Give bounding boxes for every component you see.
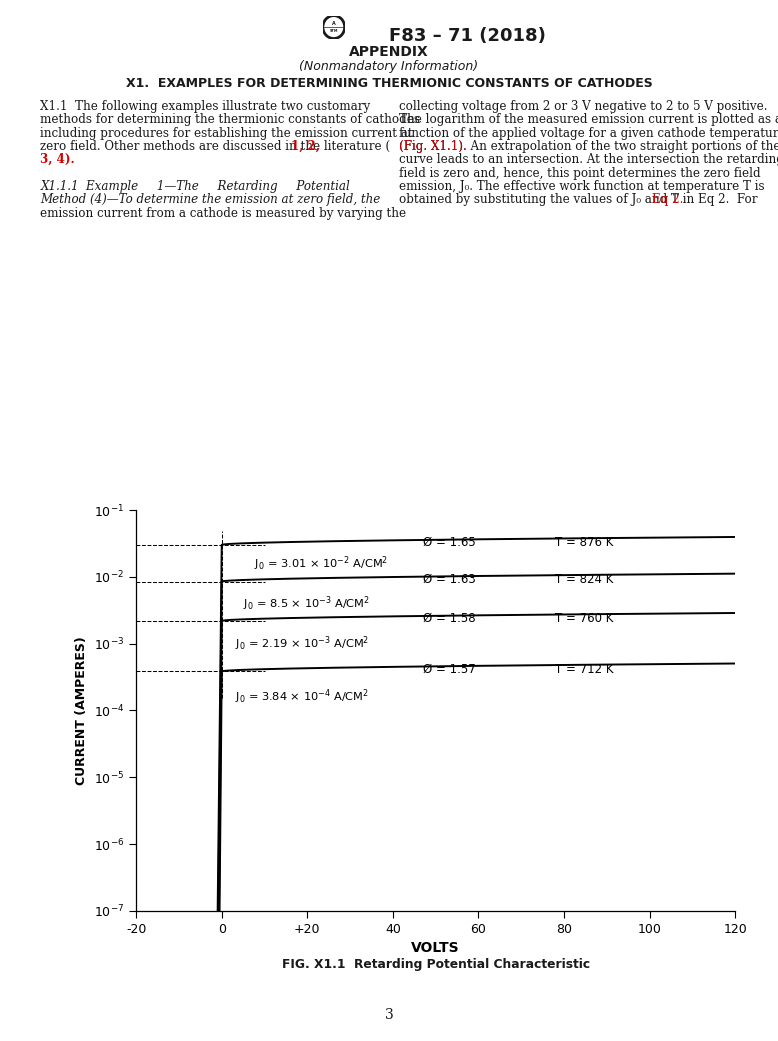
Text: J$_0$ = 3.84 × 10$^{-4}$ A/CM$^2$: J$_0$ = 3.84 × 10$^{-4}$ A/CM$^2$: [234, 687, 369, 706]
Text: FIG. X1.1  Retarding Potential Characteristic: FIG. X1.1 Retarding Potential Characteri…: [282, 958, 590, 970]
Text: X1.1  The following examples illustrate two customary: X1.1 The following examples illustrate t…: [40, 100, 370, 112]
Text: zero field. Other methods are discussed in the literature (: zero field. Other methods are discussed …: [40, 139, 391, 153]
Text: A: A: [332, 21, 335, 26]
Text: F83 – 71 (2018): F83 – 71 (2018): [389, 27, 546, 45]
Text: curve leads to an intersection. At the intersection the retarding: curve leads to an intersection. At the i…: [399, 153, 778, 167]
Text: T = 876 K: T = 876 K: [555, 536, 614, 550]
Text: methods for determining the thermionic constants of cathodes: methods for determining the thermionic c…: [40, 113, 420, 126]
Text: Ø = 1.58: Ø = 1.58: [422, 612, 475, 626]
Text: Eq 2.: Eq 2.: [652, 194, 683, 206]
Text: 3: 3: [384, 1009, 394, 1022]
Text: emission, J₀. The effective work function at temperature T is: emission, J₀. The effective work functio…: [399, 180, 765, 193]
Text: 1, 2,: 1, 2,: [291, 139, 320, 153]
Text: T = 712 K: T = 712 K: [555, 663, 614, 676]
Text: function of the applied voltage for a given cathode temperature: function of the applied voltage for a gi…: [399, 127, 778, 139]
Text: J$_0$ = 2.19 × 10$^{-3}$ A/CM$^2$: J$_0$ = 2.19 × 10$^{-3}$ A/CM$^2$: [234, 634, 369, 653]
Text: emission current from a cathode is measured by varying the: emission current from a cathode is measu…: [40, 206, 407, 220]
Text: X1.  EXAMPLES FOR DETERMINING THERMIONIC CONSTANTS OF CATHODES: X1. EXAMPLES FOR DETERMINING THERMIONIC …: [125, 77, 653, 90]
Text: obtained by substituting the values of J₀ and T in Eq 2.  For: obtained by substituting the values of J…: [399, 194, 758, 206]
Text: collecting voltage from 2 or 3 V negative to 2 to 5 V positive.: collecting voltage from 2 or 3 V negativ…: [399, 100, 768, 112]
Text: X1.1.1  Example     1—The     Retarding     Potential: X1.1.1 Example 1—The Retarding Potential: [40, 180, 350, 193]
Text: Ø = 1.65: Ø = 1.65: [422, 536, 475, 550]
Text: Method (4)—To determine the emission at zero field, the: Method (4)—To determine the emission at …: [40, 194, 380, 206]
Text: 3, 4).: 3, 4).: [40, 153, 75, 167]
Text: The logarithm of the measured emission current is plotted as a: The logarithm of the measured emission c…: [399, 113, 778, 126]
Text: J$_0$ = 3.01 × 10$^{-2}$ A/CM$^2$: J$_0$ = 3.01 × 10$^{-2}$ A/CM$^2$: [254, 555, 388, 574]
Text: including procedures for establishing the emission current at: including procedures for establishing th…: [40, 127, 413, 139]
Text: STM: STM: [330, 28, 338, 32]
Y-axis label: CURRENT (AMPERES): CURRENT (AMPERES): [75, 636, 89, 785]
Text: (Fig. X1.1). An extrapolation of the two straight portions of the: (Fig. X1.1). An extrapolation of the two…: [399, 139, 778, 153]
Text: T = 760 K: T = 760 K: [555, 612, 614, 626]
Text: (Fig. X1.1).: (Fig. X1.1).: [399, 139, 467, 153]
Text: Ø = 1.57: Ø = 1.57: [422, 663, 475, 676]
Text: (Nonmandatory Information): (Nonmandatory Information): [300, 60, 478, 73]
Text: field is zero and, hence, this point determines the zero field: field is zero and, hence, this point det…: [399, 167, 761, 179]
Text: APPENDIX: APPENDIX: [349, 45, 429, 58]
Text: J$_0$ = 8.5 × 10$^{-3}$ A/CM$^2$: J$_0$ = 8.5 × 10$^{-3}$ A/CM$^2$: [243, 594, 370, 613]
X-axis label: VOLTS: VOLTS: [412, 941, 460, 956]
Text: T = 824 K: T = 824 K: [555, 573, 614, 586]
Text: Ø = 1.63: Ø = 1.63: [422, 573, 475, 586]
